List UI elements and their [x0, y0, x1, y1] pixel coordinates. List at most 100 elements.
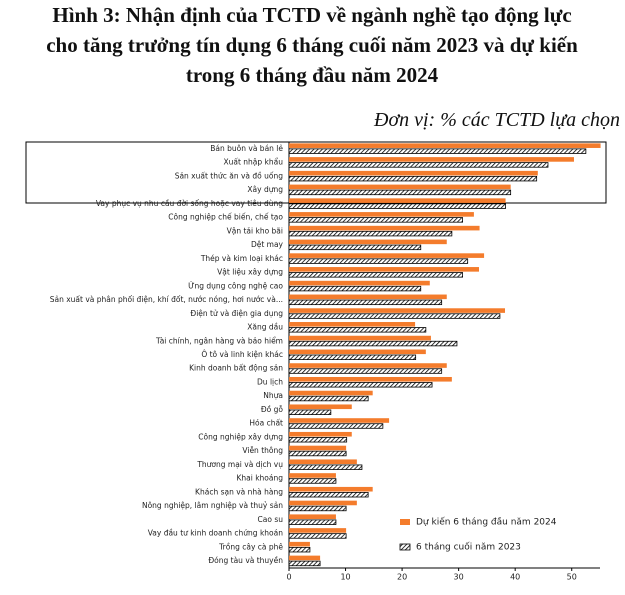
bar — [288, 162, 549, 168]
category-label: Đóng tàu và thuyền — [208, 556, 283, 565]
bar — [289, 143, 601, 148]
bar — [288, 423, 384, 429]
bar — [289, 445, 347, 451]
bar — [288, 230, 453, 237]
bar — [288, 175, 538, 182]
category-label: Sản xuất thức ăn và đồ uống — [175, 171, 284, 180]
category-label: Viễn thông — [242, 446, 283, 455]
category-label: Dệt may — [251, 240, 284, 249]
bar — [289, 418, 390, 423]
bar — [288, 492, 369, 498]
bar — [289, 198, 506, 203]
bar — [288, 382, 433, 388]
category-label: Xăng dầu — [247, 323, 283, 332]
category-label: Công nghiệp xây dựng — [198, 432, 283, 441]
bar — [288, 519, 337, 525]
bar — [288, 546, 311, 553]
category-label: Nông nghiệp, lâm nghiệp và thuỷ sản — [142, 501, 283, 510]
bar — [288, 299, 443, 306]
x-tick-label: 10 — [340, 573, 350, 582]
legend-label: Dự kiến 6 tháng đầu năm 2024 — [416, 517, 557, 528]
x-tick-label: 40 — [510, 573, 520, 582]
bar — [289, 239, 447, 245]
bar — [289, 157, 574, 162]
bar — [289, 431, 352, 437]
bar — [288, 464, 363, 470]
category-label: Thương mại và dịch vụ — [196, 460, 283, 469]
category-label: Du lịch — [257, 377, 283, 386]
bar — [288, 340, 458, 347]
legend-swatch — [399, 543, 411, 551]
bar — [289, 170, 538, 176]
bar — [289, 500, 357, 506]
bar — [289, 459, 357, 465]
category-label: Xây dựng — [247, 185, 283, 194]
highlight-box — [25, 141, 607, 204]
bar — [289, 473, 336, 478]
bar — [289, 294, 447, 300]
bar — [288, 258, 469, 264]
category-label: Hóa chất — [249, 419, 283, 428]
bar — [288, 313, 501, 319]
bar — [289, 184, 511, 190]
bar — [289, 404, 352, 410]
bar — [288, 450, 347, 457]
bar — [288, 409, 332, 415]
bar — [289, 363, 447, 368]
bar — [288, 505, 347, 512]
bar — [288, 533, 347, 539]
bar — [288, 560, 321, 567]
category-label: Bán buôn và bán lẻ — [210, 144, 283, 153]
category-label: Thép và kim loại khác — [200, 254, 283, 263]
category-label: Nhựa — [263, 391, 283, 400]
bar — [289, 267, 479, 272]
bar — [289, 514, 336, 520]
x-tick-label: 30 — [454, 573, 464, 582]
x-tick-label: 0 — [286, 573, 291, 582]
category-label: Công nghiệp chế biến, chế tạo — [168, 213, 283, 222]
category-label: Đồ gỗ — [261, 405, 284, 414]
chart-title: cho tăng trưởng tín dụng 6 tháng cuối nă… — [46, 33, 578, 57]
category-label: Khai khoáng — [236, 474, 283, 483]
bar — [289, 280, 430, 286]
bar — [288, 327, 427, 333]
category-label: Vay phục vụ nhu cầu đời sống hoặc vay ti… — [96, 199, 283, 208]
bar — [289, 308, 506, 313]
bar — [289, 541, 310, 547]
bar — [289, 528, 347, 533]
bar — [288, 148, 587, 154]
bar — [288, 478, 337, 484]
category-label: Vận tải kho bãi — [227, 226, 283, 235]
bar — [289, 376, 452, 382]
category-label: Cao su — [258, 515, 284, 524]
bar — [288, 244, 422, 251]
category-label: Vay đầu tư kinh doanh chứng khoán — [148, 529, 284, 538]
bar — [289, 253, 485, 258]
category-label: Điện tử và điện gia dụng — [190, 309, 283, 318]
legend-label: 6 tháng cuối năm 2023 — [416, 542, 521, 553]
category-label: Tài chính, ngân hàng và bảo hiểm — [155, 336, 283, 345]
bar — [289, 212, 474, 217]
bar — [288, 272, 463, 278]
bar — [289, 390, 373, 396]
bar — [288, 395, 369, 402]
category-label: Ứng dụng công nghệ cao — [188, 281, 283, 290]
category-label: Khách sạn và nhà hàng — [195, 487, 283, 496]
bar — [289, 486, 373, 492]
category-label: Sản xuất và phân phối điện, khí đốt, nướ… — [50, 295, 283, 304]
bar — [288, 354, 417, 360]
category-label: Xuất nhập khẩu — [223, 158, 283, 167]
bar — [288, 217, 463, 223]
chart-title: Hình 3: Nhận định của TCTD về ngành nghề… — [52, 3, 571, 27]
bar — [288, 189, 512, 196]
bar — [288, 437, 348, 443]
bar — [289, 225, 480, 231]
category-label: Kinh doanh bất động sản — [189, 364, 283, 373]
bar — [288, 285, 422, 292]
category-label: Trồng cây cà phê — [218, 542, 283, 551]
bar — [288, 368, 443, 374]
legend-swatch — [400, 519, 410, 525]
category-label: Vật liệu xây dựng — [217, 268, 283, 277]
bar — [288, 203, 506, 209]
